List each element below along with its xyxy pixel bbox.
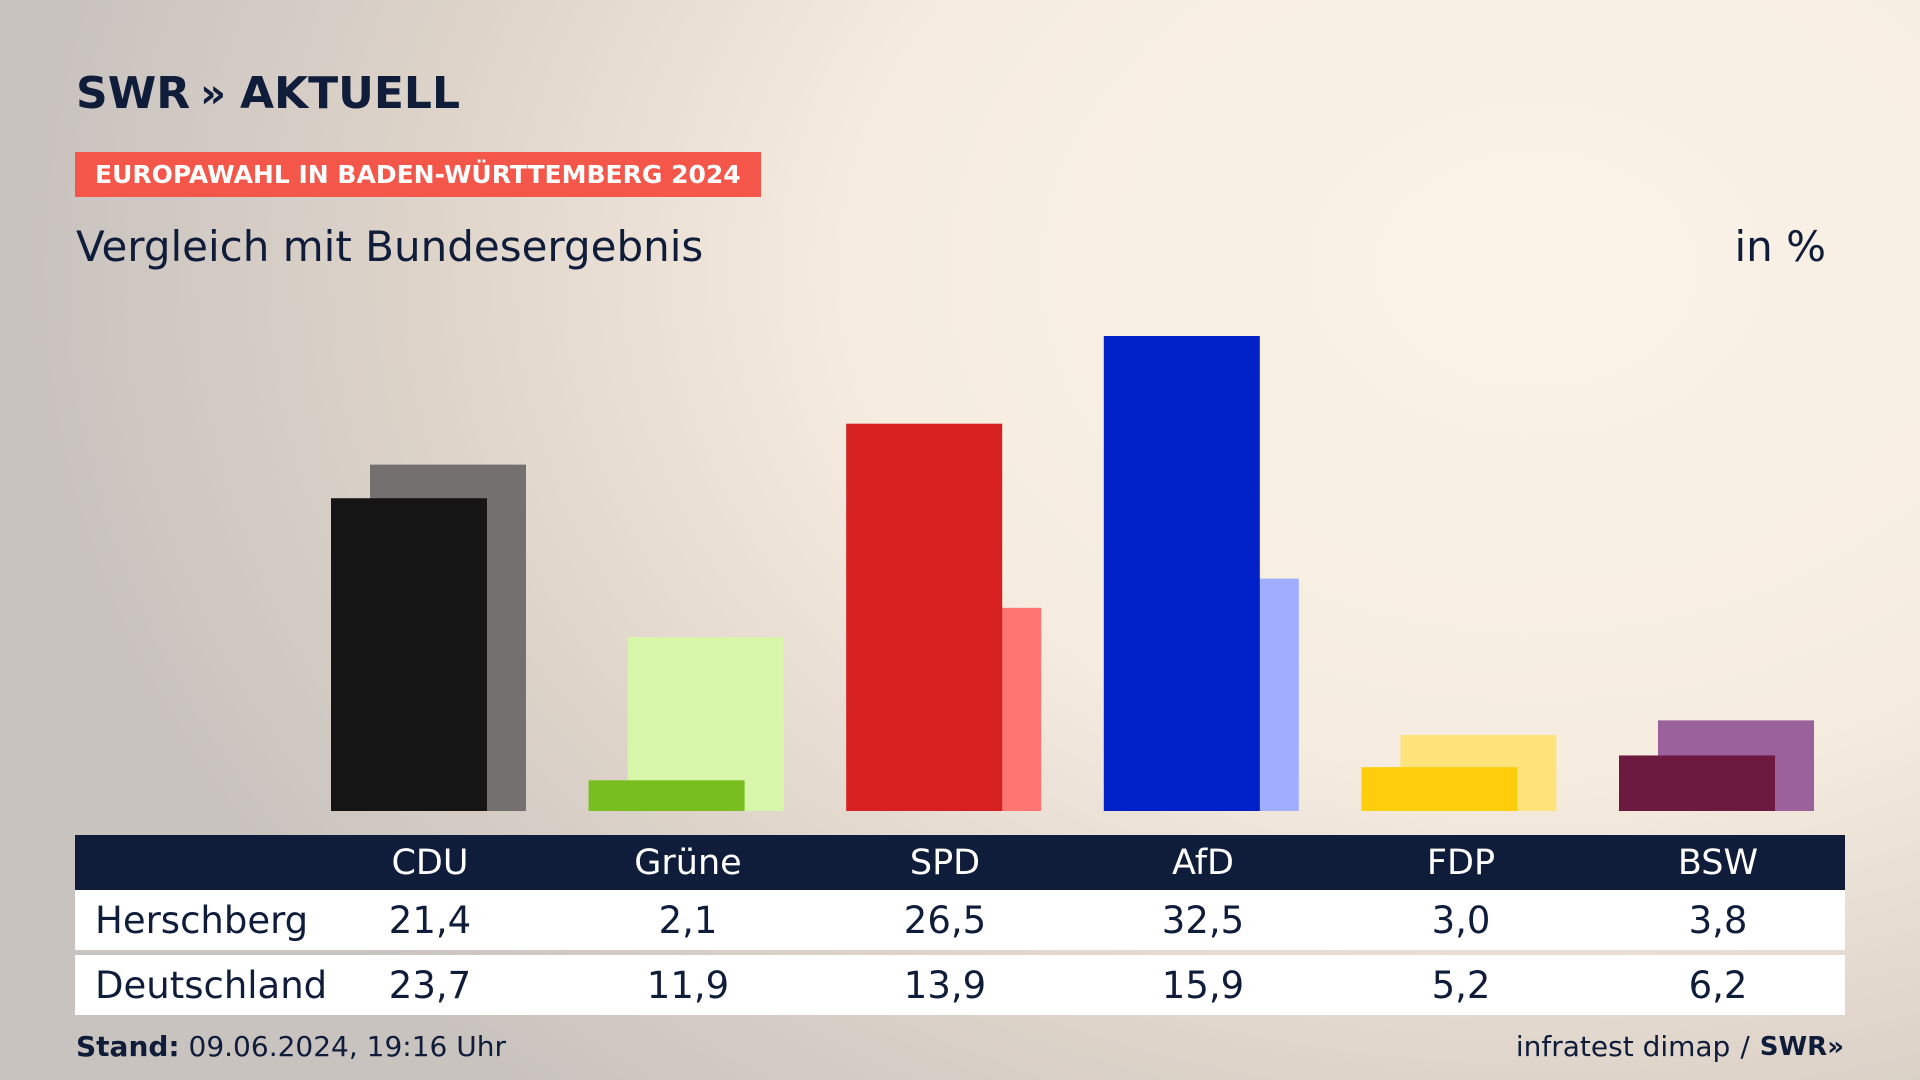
swr-aktuell-logo: SWR» AKTUELL bbox=[76, 68, 460, 119]
value-cell: 3,8 bbox=[1688, 898, 1748, 942]
value-cell: 32,5 bbox=[1161, 898, 1245, 942]
row-label: Herschberg bbox=[95, 898, 309, 942]
stand-label: Stand: bbox=[76, 1030, 180, 1063]
value-cell: 26,5 bbox=[903, 898, 987, 942]
header-fdp: FDP bbox=[1426, 842, 1496, 883]
logo-swr: SWR bbox=[76, 68, 191, 119]
chart-subtitle: Vergleich mit Bundesergebnis bbox=[76, 222, 704, 271]
header-cdu: CDU bbox=[391, 842, 469, 883]
value-cell: 6,2 bbox=[1688, 963, 1748, 1007]
logo-aktuell: AKTUELL bbox=[239, 68, 460, 119]
header-afd: AfD bbox=[1172, 842, 1234, 883]
bar-chart bbox=[331, 336, 1814, 811]
value-cell: 2,1 bbox=[658, 898, 718, 942]
source-text: infratest dimap bbox=[1515, 1030, 1731, 1063]
value-cell: 3,0 bbox=[1431, 898, 1491, 942]
bar-herschberg-cdu bbox=[331, 498, 487, 811]
election-badge: EUROPAWAHL IN BADEN-WÜRTTEMBERG 2024 bbox=[75, 152, 761, 197]
row-label: Deutschland bbox=[95, 963, 328, 1007]
value-cell: 23,7 bbox=[388, 963, 472, 1007]
bar-herschberg-bsw bbox=[1619, 755, 1775, 811]
table-row-deutschland: Deutschland 23,7 11,9 13,9 15,9 5,2 6,2 bbox=[75, 955, 1845, 1015]
value-cell: 11,9 bbox=[646, 963, 730, 1007]
table-header: CDU Grüne SPD AfD FDP BSW bbox=[75, 835, 1845, 890]
value-cell: 21,4 bbox=[388, 898, 472, 942]
bar-herschberg-gruene bbox=[588, 780, 745, 811]
header-gruene: Grüne bbox=[634, 842, 742, 883]
header-spd: SPD bbox=[909, 842, 981, 883]
value-cell: 15,9 bbox=[1161, 963, 1245, 1007]
unit-label: in % bbox=[1734, 222, 1826, 271]
separator: / bbox=[1740, 1030, 1750, 1063]
timestamp: Stand: 09.06.2024, 19:16 Uhr bbox=[76, 1030, 506, 1063]
results-table: CDU Grüne SPD AfD FDP BSW Herschberg 21,… bbox=[75, 835, 1845, 1015]
bar-herschberg-afd bbox=[1103, 336, 1260, 811]
value-cell: 13,9 bbox=[903, 963, 987, 1007]
source-credit: infratest dimap / SWR» bbox=[1516, 1030, 1844, 1063]
stand-value: 09.06.2024, 19:16 Uhr bbox=[188, 1030, 506, 1063]
table-row-herschberg: Herschberg 21,4 2,1 26,5 32,5 3,0 3,8 bbox=[75, 890, 1845, 950]
swr-logo-icon: SWR» bbox=[1759, 1031, 1844, 1062]
bar-herschberg-spd bbox=[846, 423, 1003, 811]
header-bsw: BSW bbox=[1677, 842, 1759, 883]
value-cell: 5,2 bbox=[1431, 963, 1491, 1007]
bar-herschberg-fdp bbox=[1361, 767, 1518, 811]
